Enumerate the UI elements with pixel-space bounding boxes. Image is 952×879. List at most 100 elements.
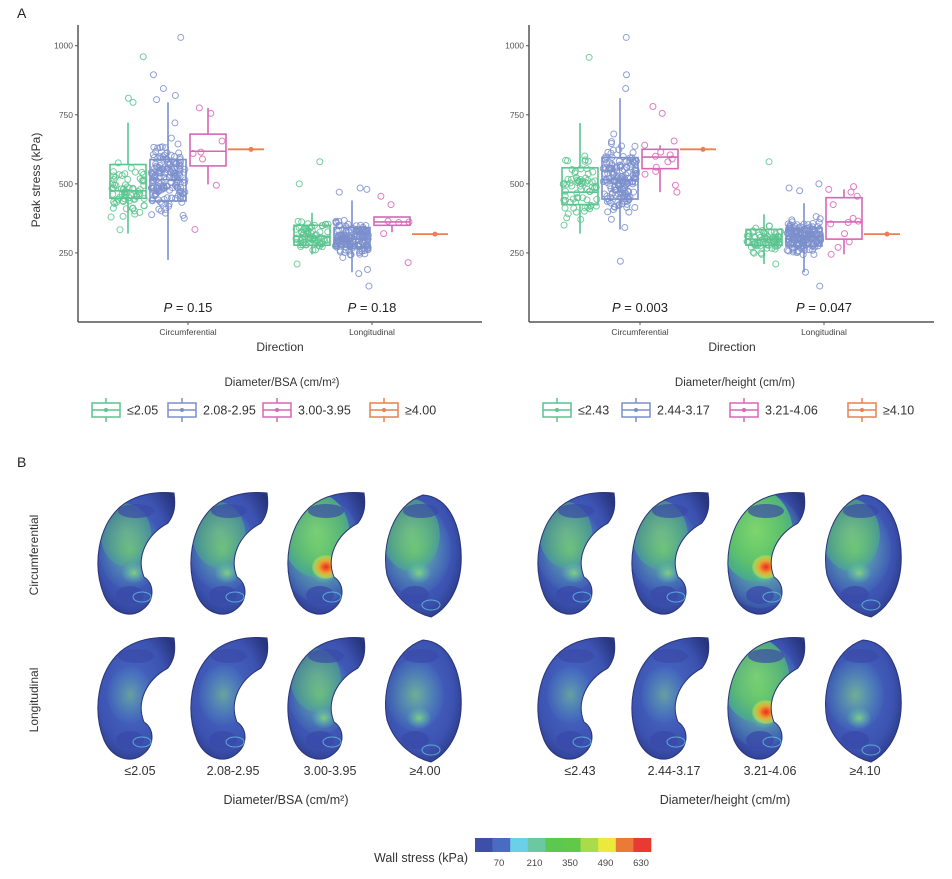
- data-point: [309, 234, 317, 242]
- data-point: [311, 239, 319, 247]
- aorta-group-label: 2.44-3.17: [648, 764, 701, 778]
- data-point: [348, 233, 356, 241]
- data-point: [564, 175, 572, 183]
- data-point: [150, 154, 158, 162]
- data-point: [316, 228, 324, 236]
- data-point: [834, 243, 842, 251]
- data-point: [809, 246, 817, 254]
- y-tick-label: 250: [59, 248, 73, 258]
- data-point: [199, 155, 207, 163]
- data-point: [151, 164, 159, 172]
- data-point: [664, 158, 672, 166]
- box-circumferential: [228, 146, 264, 152]
- legend-key-icon: [369, 398, 399, 422]
- series-2: [147, 33, 373, 290]
- data-point: [816, 215, 824, 223]
- data-point: [148, 184, 156, 192]
- data-point: [564, 210, 572, 218]
- data-point: [750, 249, 758, 257]
- aorta-group-label: ≥4.10: [849, 764, 880, 778]
- data-point: [177, 183, 185, 191]
- box-circumferential: [147, 33, 189, 260]
- data-point: [827, 250, 835, 258]
- data-point: [340, 216, 348, 224]
- data-point: [298, 234, 306, 242]
- x-axis-title: Direction: [708, 340, 755, 354]
- box-iqr: [745, 228, 783, 246]
- data-point: [158, 143, 166, 151]
- aorta-group-label: 3.00-3.95: [304, 764, 357, 778]
- data-point: [585, 53, 593, 61]
- data-point: [785, 184, 793, 192]
- legend-label: 2.44-3.17: [657, 404, 710, 418]
- data-point: [114, 159, 122, 167]
- aortic-root-ring: [762, 591, 782, 603]
- colorbar-swatch: [527, 838, 546, 852]
- data-point: [107, 213, 115, 221]
- box-circumferential: [189, 104, 227, 233]
- chart-diameter-bsa: Peak stress (kPa) Direction Diameter/BSA…: [29, 25, 482, 422]
- data-point: [658, 109, 666, 117]
- data-point: [131, 168, 139, 176]
- data-point: [171, 119, 179, 127]
- x-tick-label: Circumferential: [159, 327, 216, 337]
- data-point: [583, 196, 591, 204]
- legend-key-icon: [542, 398, 572, 422]
- data-point: [195, 104, 203, 112]
- aortic-root-ring: [322, 591, 342, 603]
- box-iqr: [825, 196, 863, 240]
- aorta-stress-map: [727, 637, 806, 760]
- aorta-stress-map: [825, 494, 902, 618]
- x-tick-label: Circumferential: [611, 327, 668, 337]
- data-point: [151, 192, 159, 200]
- data-point: [298, 218, 306, 226]
- y-tick-label: 750: [59, 110, 73, 120]
- data-point: [355, 249, 363, 257]
- data-point: [324, 220, 332, 228]
- data-point: [174, 140, 182, 148]
- box-longitudinal: [825, 183, 863, 258]
- aortic-root-ring: [572, 736, 592, 748]
- y-axis-title: Peak stress (kPa): [29, 133, 43, 228]
- data-point: [356, 184, 364, 192]
- data-point: [157, 207, 165, 215]
- data-point: [606, 164, 614, 172]
- data-point: [771, 245, 779, 253]
- aorta-group-label: 3.21-4.06: [744, 764, 797, 778]
- data-point: [616, 257, 624, 265]
- data-point: [586, 202, 594, 210]
- data-point: [148, 211, 156, 219]
- data-point: [632, 169, 640, 177]
- data-point: [800, 236, 808, 244]
- data-point: [631, 203, 639, 211]
- data-point: [562, 156, 570, 164]
- data-point: [168, 165, 176, 173]
- legend-title: Diameter/BSA (cm/m²): [224, 377, 339, 389]
- colorbar-tick-label: 210: [527, 858, 543, 869]
- data-point: [342, 228, 350, 236]
- data-point: [829, 201, 837, 209]
- aorta-stress-map: [631, 637, 710, 760]
- data-point: [355, 270, 363, 278]
- data-point: [765, 222, 773, 230]
- data-point: [387, 201, 395, 209]
- data-point: [568, 182, 576, 190]
- data-point: [181, 165, 189, 173]
- box-iqr: [373, 216, 411, 227]
- data-point: [622, 85, 630, 93]
- legend: ≤2.05 2.08-2.95 3.00-3.95 ≥4.00: [91, 398, 436, 422]
- data-point: [404, 259, 412, 267]
- data-point: [584, 170, 592, 178]
- y-tick-label: 1000: [505, 41, 524, 51]
- data-point: [363, 185, 371, 193]
- data-point: [791, 222, 799, 230]
- data-point: [850, 183, 858, 191]
- data-point: [117, 185, 125, 193]
- legend-key-icon: [91, 398, 121, 422]
- data-point: [170, 174, 178, 182]
- data-point: [197, 148, 205, 156]
- aortic-root-ring: [666, 591, 686, 603]
- data-point: [621, 224, 629, 232]
- data-point: [377, 192, 385, 200]
